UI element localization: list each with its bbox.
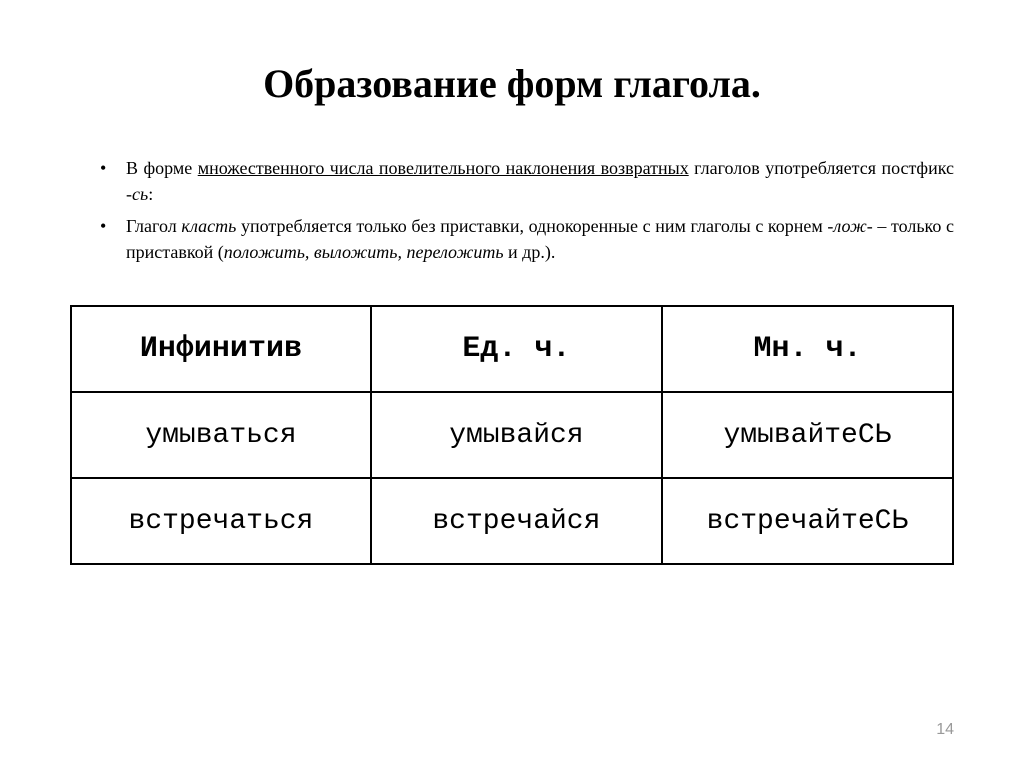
cell-r0c0: умываться (71, 392, 371, 478)
bullet-item-2: Глагол класть употребляется только без п… (100, 213, 954, 265)
cell-r1c0: встречаться (71, 478, 371, 564)
table-header-row: Инфинитив Ед. ч. Мн. ч. (71, 306, 953, 392)
cell-r1c2: встречайтеСЬ (662, 478, 953, 564)
bullet2-italic2: -лож- (827, 216, 872, 236)
bullet2-tail: и др.). (504, 242, 556, 262)
bullet2-italic3: положить, выложить, переложить (224, 242, 504, 262)
cell-r0c2: умывайтеСЬ (662, 392, 953, 478)
table-header-infinitive: Инфинитив (71, 306, 371, 392)
bullet1-post: глаголов употребляется постфикс (689, 158, 954, 178)
page-title: Образование форм глагола. (70, 60, 954, 107)
bullet2-pre: Глагол (126, 216, 181, 236)
bullet1-pre: В форме (126, 158, 198, 178)
bullet1-underlined: множественного числа повелительного накл… (198, 158, 689, 178)
table-header-singular: Ед. ч. (371, 306, 662, 392)
table-header-plural: Мн. ч. (662, 306, 953, 392)
cell-r1c1: встречайся (371, 478, 662, 564)
bullet1-italic-tail: -сь (126, 184, 148, 204)
bullet2-italic1: класть (181, 216, 236, 236)
bullet1-tail: : (148, 184, 153, 204)
bullet2-mid1: употребляется только без приставки, одно… (236, 216, 827, 236)
bullet-list: В форме множественного числа повелительн… (70, 155, 954, 265)
table-row: встречаться встречайся встречайтеСЬ (71, 478, 953, 564)
cell-r0c1: умывайся (371, 392, 662, 478)
bullet-item-1: В форме множественного числа повелительн… (100, 155, 954, 207)
table-row: умываться умывайся умывайтеСЬ (71, 392, 953, 478)
grammar-table: Инфинитив Ед. ч. Мн. ч. умываться умывай… (70, 305, 954, 565)
page-number: 14 (936, 721, 954, 739)
